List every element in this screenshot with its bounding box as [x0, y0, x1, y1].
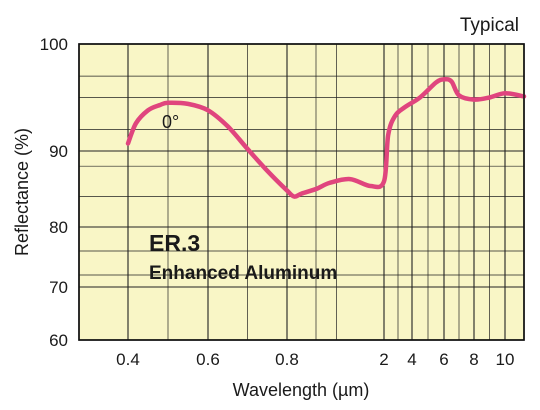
series-line-0-degree: [125, 76, 527, 199]
x-tick-label: 6: [439, 350, 448, 369]
x-tick-label: 4: [407, 350, 416, 369]
y-tick-label: 70: [49, 278, 68, 297]
y-tick-label: 60: [49, 331, 68, 350]
chart-title: Enhanced Aluminum: [149, 263, 337, 284]
chart-model-label: ER.3: [149, 230, 200, 256]
x-tick-label: 8: [469, 350, 478, 369]
x-tick-label: 0.4: [116, 350, 140, 369]
plot-border: [78, 43, 525, 341]
y-axis-title: Reflectance (%): [12, 128, 32, 256]
y-tick-label: 90: [49, 142, 68, 161]
grid-lines: [79, 44, 524, 340]
x-tick-label: 0.6: [196, 350, 220, 369]
y-tick-label: 80: [49, 218, 68, 237]
x-axis-title: Wavelength (µm): [233, 380, 370, 400]
x-tick-label: 0.8: [275, 350, 299, 369]
series-label-0-degree: 0°: [162, 112, 179, 132]
x-tick-label: 2: [379, 350, 388, 369]
y-tick-label: 100: [40, 35, 68, 54]
corner-label: Typical: [460, 15, 519, 36]
tick-labels: 60 70 80 90 100 0.4 0.6 0.8 2 4 6 8 10: [40, 35, 515, 369]
x-tick-label: 10: [496, 350, 515, 369]
